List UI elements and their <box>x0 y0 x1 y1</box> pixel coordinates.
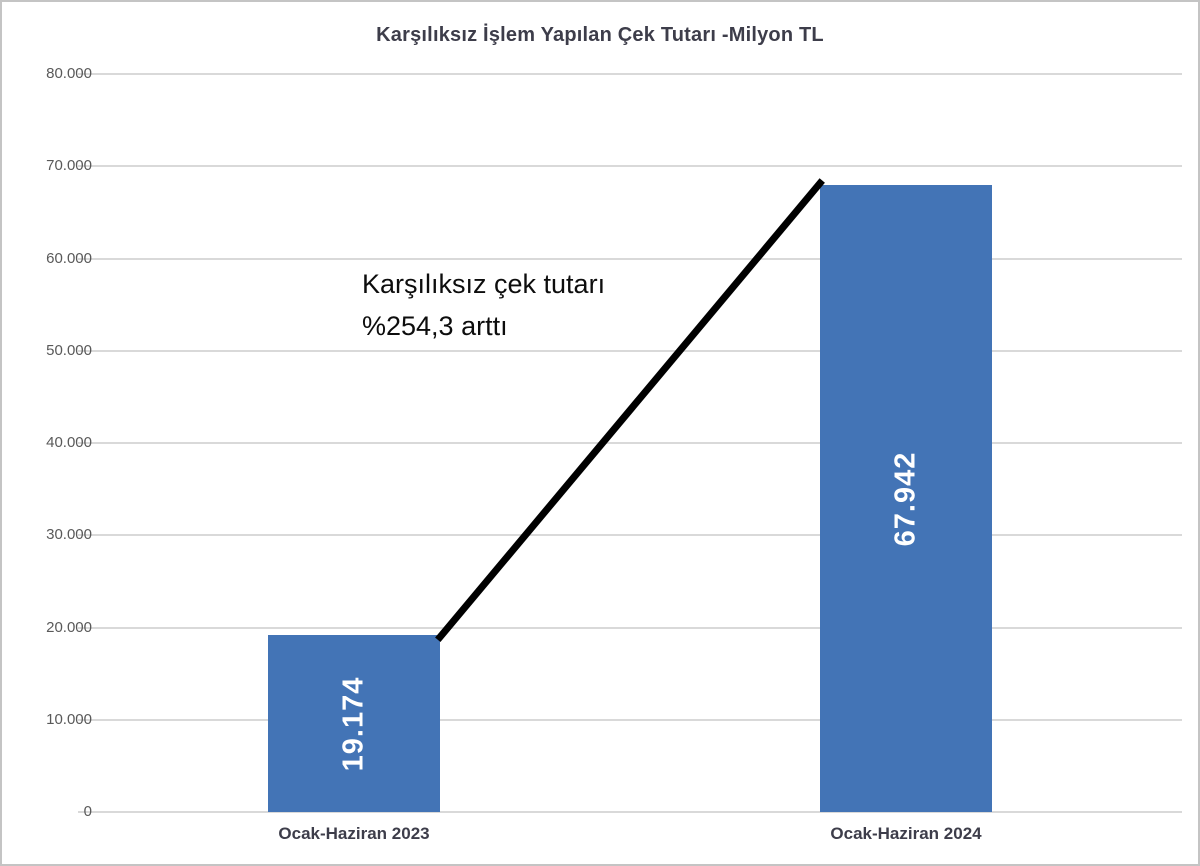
y-axis-tick-label: 30.000 <box>46 526 92 544</box>
gridline-70.000 <box>78 165 1182 168</box>
y-axis-tick-label: 50.000 <box>46 341 92 359</box>
y-axis-tick-label: 0 <box>83 803 92 820</box>
gridline-60.000 <box>78 257 1182 260</box>
bar-Ocak-Haziran 2023: 19.174 <box>268 635 440 812</box>
annotation-line-2: %254,3 arttı <box>362 310 508 341</box>
y-axis-tick-label: 70.000 <box>46 157 92 175</box>
x-axis-category-label: Ocak-Haziran 2024 <box>830 824 982 843</box>
y-axis-tick-label: 60.000 <box>46 249 92 267</box>
y-axis-tick-label: 80.000 <box>46 65 92 82</box>
gridline-40.000 <box>78 442 1182 444</box>
gridline-30.000 <box>78 534 1182 537</box>
gridline-0 <box>78 811 1182 813</box>
bar-Ocak-Haziran 2024: 67.942 <box>820 185 992 812</box>
y-axis-tick-label: 40.000 <box>46 434 92 451</box>
gridline-20.000 <box>78 626 1182 629</box>
chart-title: Karşılıksız İşlem Yapılan Çek Tutarı -Mi… <box>376 24 824 46</box>
annotation-text: Karşılıksız çek tutarı %254,3 arttı <box>362 264 605 348</box>
plot-area: 19.174 67.942 <box>78 73 1182 813</box>
y-axis-tick-label: 10.000 <box>46 710 92 728</box>
gridline-50.000 <box>78 349 1182 352</box>
annotation-line-1: Karşılıksız çek tutarı <box>362 269 606 299</box>
x-axis-category-label: Ocak-Haziran 2023 <box>278 824 430 843</box>
gridline-10.000 <box>78 718 1182 721</box>
gridline-80.000 <box>78 73 1182 75</box>
bar-value-label: 19.174 <box>337 676 370 771</box>
y-axis-tick-label: 20.000 <box>46 618 92 636</box>
bar-value-label: 67.942 <box>889 451 922 546</box>
